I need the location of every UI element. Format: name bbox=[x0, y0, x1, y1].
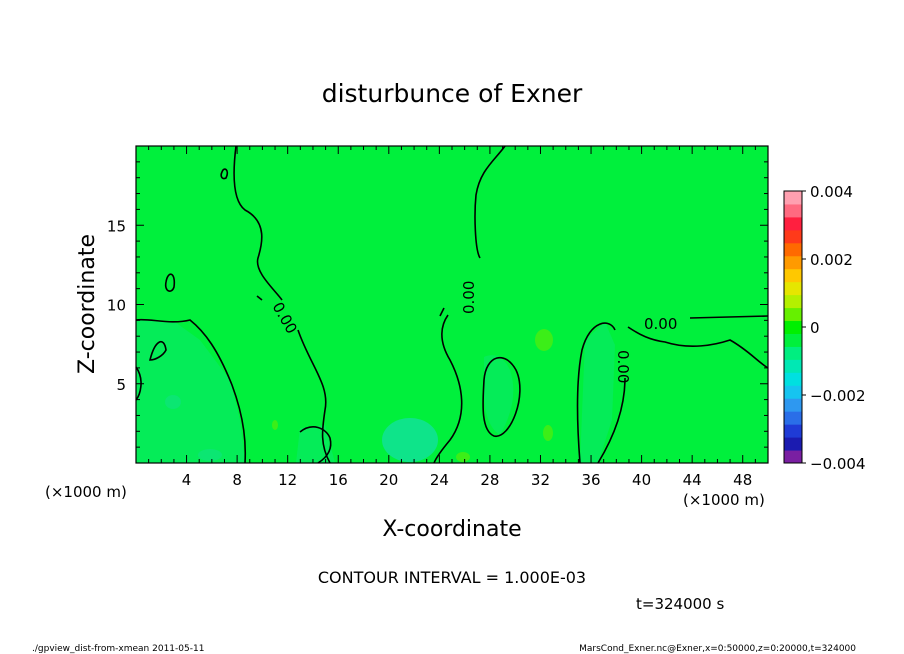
colorbar-cell bbox=[784, 346, 802, 360]
colorbar-cell bbox=[784, 372, 802, 386]
x-tick-label: 8 bbox=[232, 471, 242, 489]
colorbar-tick-labels: 0.004 0.002 0 −0.002 −0.004 bbox=[802, 183, 866, 473]
colorbar-cell bbox=[784, 398, 802, 412]
colorbar-cell bbox=[784, 424, 802, 438]
colorbar-cells bbox=[784, 191, 802, 464]
x-tick-label: 48 bbox=[733, 471, 752, 489]
y-axis-ticks bbox=[136, 161, 768, 448]
colorbar-cell bbox=[784, 203, 802, 218]
x-axis-tick-labels: 4 8 12 16 20 24 28 32 36 40 44 48 bbox=[182, 471, 752, 489]
footer-left: ./gpview_dist-from-xmean 2011-05-11 bbox=[32, 644, 204, 654]
plot-area: 0.00 0.00 0.00 0.00 bbox=[135, 145, 769, 464]
contour-interval: CONTOUR INTERVAL = 1.000E-03 bbox=[318, 568, 586, 587]
colorbar-cell bbox=[784, 359, 802, 373]
colorbar-cell bbox=[784, 255, 802, 270]
chart-title: disturbunce of Exner bbox=[322, 79, 583, 108]
colorbar-cell bbox=[784, 229, 802, 244]
footer-right: MarsCond_Exner.nc@Exner,x=0:50000,z=0:20… bbox=[579, 644, 856, 654]
field-positive-patches bbox=[272, 329, 553, 462]
zero-contours bbox=[135, 145, 769, 464]
plot-background bbox=[136, 146, 768, 463]
colorbar-cell bbox=[784, 333, 802, 347]
x-tick-label: 24 bbox=[430, 471, 449, 489]
x-tick-label: 36 bbox=[581, 471, 600, 489]
y-axis-tick-labels: 5 10 15 bbox=[107, 217, 126, 394]
x-tick-label: 12 bbox=[278, 471, 297, 489]
colorbar-cell bbox=[784, 385, 802, 399]
colorbar-cell bbox=[784, 450, 802, 464]
x-tick-label: 44 bbox=[683, 471, 702, 489]
x-unit-label-right: (×1000 m) bbox=[683, 491, 765, 509]
x-axis-ticks bbox=[148, 146, 756, 463]
x-tick-label: 16 bbox=[329, 471, 348, 489]
colorbar-cell bbox=[784, 191, 802, 205]
colorbar-cell bbox=[784, 320, 802, 334]
colorbar-cell bbox=[784, 281, 802, 296]
colorbar-cell bbox=[784, 437, 802, 451]
colorbar-tick-label: 0.002 bbox=[810, 251, 853, 269]
x-tick-label: 40 bbox=[632, 471, 651, 489]
colorbar-cell bbox=[784, 216, 802, 231]
y-tick-label: 5 bbox=[116, 376, 126, 394]
x-tick-label: 20 bbox=[379, 471, 398, 489]
y-tick-label: 15 bbox=[107, 217, 126, 235]
x-unit-label-left: (×1000 m) bbox=[45, 483, 127, 501]
y-axis-title: Z-coordinate bbox=[75, 234, 100, 374]
x-tick-label: 4 bbox=[182, 471, 192, 489]
colorbar-tick-label: −0.004 bbox=[810, 455, 866, 473]
colorbar-cell bbox=[784, 411, 802, 425]
colorbar-cell bbox=[784, 307, 802, 322]
colorbar-cell bbox=[784, 242, 802, 257]
colorbar-tick-label: −0.002 bbox=[810, 387, 866, 405]
colorbar-tick-label: 0 bbox=[810, 319, 820, 337]
contour-label: 0.00 bbox=[644, 315, 677, 333]
field-negative-patches bbox=[136, 320, 615, 463]
colorbar: 0.004 0.002 0 −0.002 −0.004 bbox=[783, 183, 866, 473]
contour-label: 0.00 bbox=[614, 350, 632, 383]
contour-label: 0.00 bbox=[460, 281, 478, 314]
x-tick-label: 28 bbox=[480, 471, 499, 489]
colorbar-tick-label: 0.004 bbox=[810, 183, 853, 201]
x-axis-title: X-coordinate bbox=[382, 517, 521, 542]
time-label: t=324000 s bbox=[636, 595, 724, 613]
x-tick-label: 32 bbox=[531, 471, 550, 489]
colorbar-cell bbox=[784, 294, 802, 309]
y-tick-label: 10 bbox=[107, 297, 126, 315]
colorbar-cell bbox=[784, 268, 802, 283]
